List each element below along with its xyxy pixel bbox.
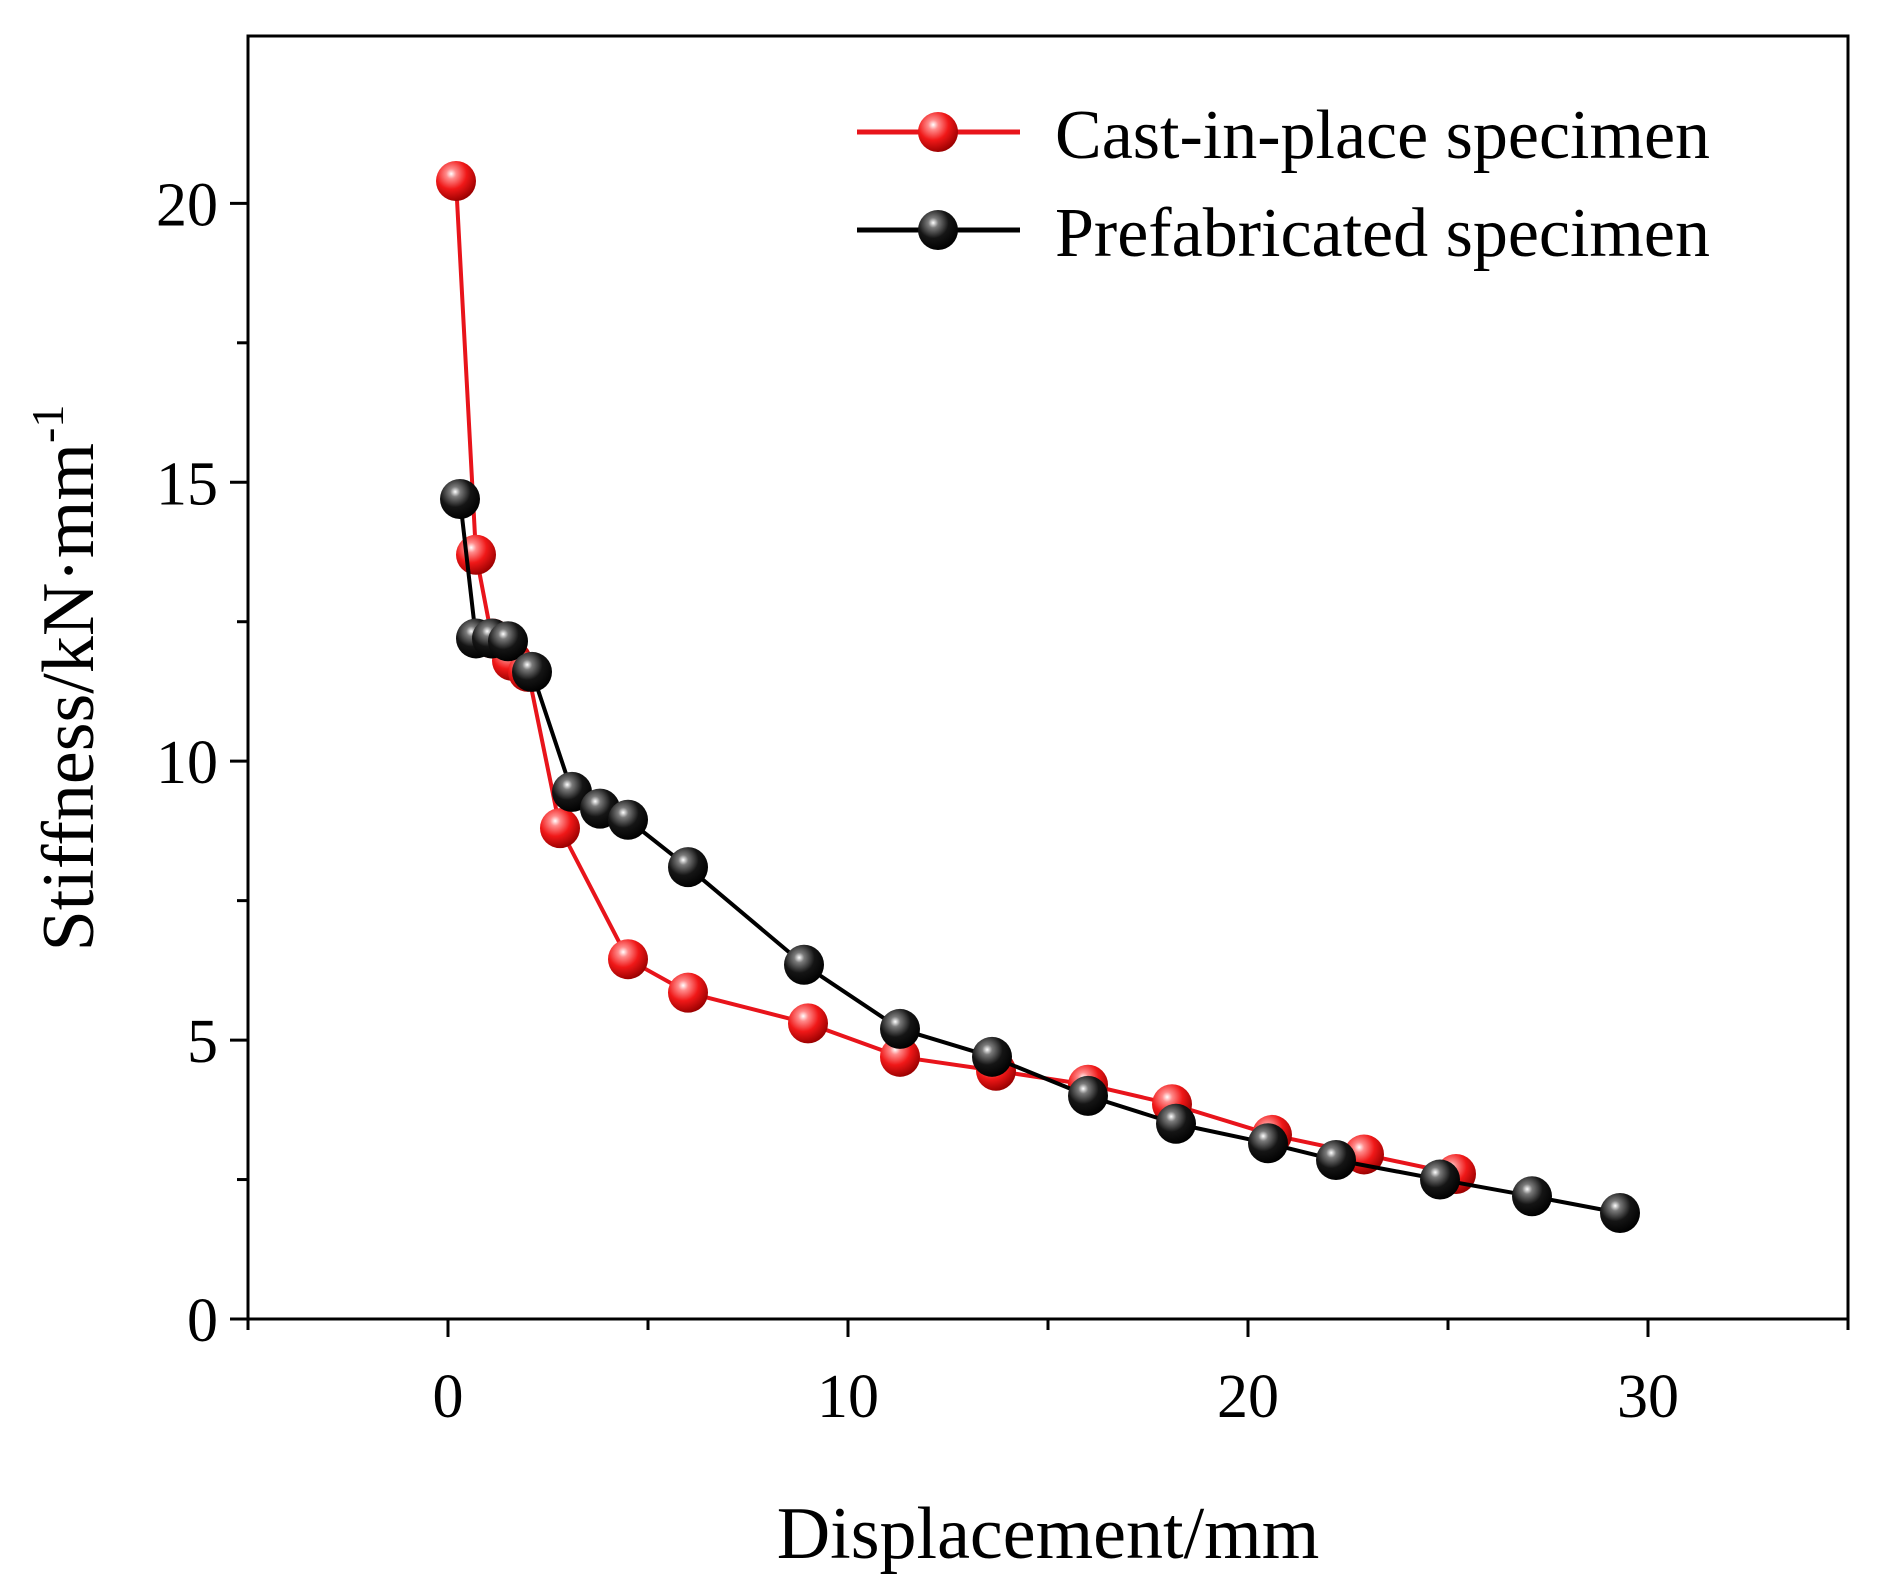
data-point-prefabricated-13 bbox=[1156, 1103, 1196, 1144]
data-point-prefabricated-10 bbox=[880, 1008, 920, 1049]
x-axis-title: Displacement/mm bbox=[777, 1493, 1320, 1575]
data-point-prefabricated-16 bbox=[1420, 1159, 1460, 1200]
data-point-prefabricated-14 bbox=[1248, 1123, 1288, 1164]
data-point-cast-in-place-6 bbox=[608, 939, 648, 980]
data-point-cast-in-place-9 bbox=[880, 1036, 920, 1077]
legend-item-cast-in-place: Cast-in-place specimen bbox=[857, 97, 1710, 174]
x-axis-ticks bbox=[246, 1319, 1850, 1337]
data-point-prefabricated-15 bbox=[1316, 1140, 1356, 1181]
data-point-prefabricated-9 bbox=[784, 944, 824, 985]
y-axis-tick-labels: 0 5 10 15 20 bbox=[156, 171, 218, 1355]
data-point-prefabricated-11 bbox=[972, 1036, 1012, 1077]
data-point-prefabricated-17 bbox=[1512, 1176, 1552, 1217]
data-point-cast-in-place-1 bbox=[456, 534, 496, 575]
data-point-prefabricated-0 bbox=[440, 478, 480, 519]
data-point-cast-in-place-8 bbox=[788, 1003, 828, 1044]
data-point-prefabricated-12 bbox=[1068, 1075, 1108, 1116]
legend-label-prefabricated: Prefabricated specimen bbox=[1055, 195, 1710, 272]
series-line-prefabricated bbox=[458, 498, 1621, 1215]
y-axis-ticks bbox=[230, 201, 248, 1321]
data-point-cast-in-place-7 bbox=[668, 972, 708, 1013]
y-tick-label-20: 20 bbox=[156, 171, 218, 239]
series-prefabricated bbox=[440, 478, 1640, 1234]
legend-label-cast-in-place: Cast-in-place specimen bbox=[1055, 97, 1710, 174]
series-line-cast-in-place bbox=[454, 180, 1457, 1176]
x-tick-label-30: 30 bbox=[1617, 1363, 1679, 1431]
y-tick-label-5: 5 bbox=[187, 1008, 218, 1076]
y-axis-title-base: Stiffness/kN·mm bbox=[28, 443, 110, 951]
y-axis-title-superscript: -1 bbox=[22, 405, 73, 443]
y-tick-label-0: 0 bbox=[187, 1287, 218, 1355]
data-point-cast-in-place-0 bbox=[436, 161, 476, 202]
series-cast-in-place bbox=[436, 161, 1476, 1194]
x-tick-label-10: 10 bbox=[817, 1363, 879, 1431]
data-point-prefabricated-8 bbox=[668, 847, 708, 888]
legend-marker-cast-in-place bbox=[918, 112, 958, 152]
y-tick-label-10: 10 bbox=[156, 729, 218, 797]
x-tick-label-20: 20 bbox=[1217, 1363, 1279, 1431]
series-layer bbox=[436, 161, 1640, 1234]
legend: Cast-in-place specimen Prefabricated spe… bbox=[857, 97, 1710, 272]
y-tick-label-15: 15 bbox=[156, 450, 218, 518]
legend-item-prefabricated: Prefabricated specimen bbox=[857, 195, 1710, 272]
data-point-prefabricated-18 bbox=[1600, 1193, 1640, 1234]
data-point-prefabricated-7 bbox=[608, 799, 648, 840]
data-point-prefabricated-4 bbox=[512, 651, 552, 692]
legend-marker-prefabricated bbox=[918, 210, 958, 250]
data-point-cast-in-place-5 bbox=[540, 808, 580, 849]
x-axis-tick-labels: 0 10 20 30 bbox=[433, 1363, 1680, 1431]
y-axis-title: Stiffness/kN·mm-1 bbox=[22, 405, 110, 952]
x-tick-label-0: 0 bbox=[433, 1363, 464, 1431]
data-point-prefabricated-3 bbox=[488, 621, 528, 662]
